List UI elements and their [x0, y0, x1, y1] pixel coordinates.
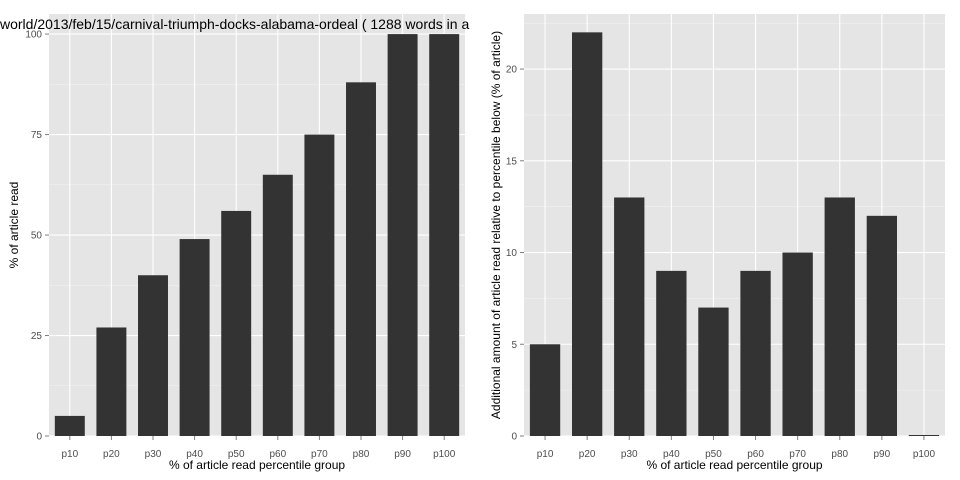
- y-tick-label: 15: [506, 156, 518, 167]
- bar-p30: [138, 275, 168, 436]
- bar-p60: [262, 174, 293, 436]
- x-tick-label: p30: [621, 449, 638, 460]
- bar-p70: [304, 134, 335, 437]
- bar-p10: [529, 344, 561, 436]
- bar-p20: [96, 327, 127, 436]
- x-tick-label: p90: [874, 449, 891, 460]
- x-tick-label: p40: [663, 449, 680, 460]
- x-tick-label: p100: [433, 449, 456, 460]
- bar-p100: [429, 34, 460, 436]
- bar-p90: [387, 34, 418, 436]
- x-tick-label: p80: [831, 449, 848, 460]
- y-tick-label: 100: [25, 30, 42, 41]
- bar-p60: [740, 270, 771, 436]
- x-axis-title: % of article read percentile group: [169, 458, 345, 472]
- bar-p50: [221, 210, 252, 436]
- bar-p100: [908, 435, 940, 436]
- x-tick-label: p50: [705, 449, 722, 460]
- x-tick-label: p80: [353, 449, 370, 460]
- title-clip-mask: [484, 14, 490, 38]
- y-tick-label: 0: [36, 432, 42, 443]
- chart-1: 0 25 50 75 100 p10 p20 p30 p40 p50 p60 p70 p80 p90 p10…: [0, 14, 469, 472]
- bar-p90: [866, 215, 898, 436]
- y-tick-label: 5: [511, 340, 517, 351]
- x-tick-label: p90: [394, 449, 411, 460]
- x-tick-label: p40: [186, 449, 203, 460]
- bar-p70: [782, 252, 813, 436]
- x-tick-label: p70: [311, 449, 328, 460]
- y-tick-label: 75: [31, 130, 43, 141]
- x-tick-label: p10: [537, 449, 554, 460]
- bar-p40: [656, 270, 687, 436]
- y-tick-label: 25: [31, 331, 43, 342]
- x-tick-label: p70: [789, 449, 806, 460]
- bar-p80: [346, 82, 376, 437]
- y-axis-title: Additional amount of article read relati…: [489, 31, 503, 419]
- y-tick-label: 10: [506, 248, 518, 259]
- x-tick-label: p50: [228, 449, 245, 460]
- y-axis-title: % of article read: [7, 182, 21, 269]
- y-tick-label: 20: [506, 65, 518, 76]
- bar-p10: [54, 415, 85, 436]
- x-axis-title: % of article read percentile group: [646, 458, 822, 472]
- bar-p80: [824, 197, 855, 436]
- bar-p20: [571, 32, 603, 436]
- x-tick-label: p10: [61, 449, 78, 460]
- y-tick-label: 50: [31, 231, 43, 242]
- chart-2: 0 5 10 15 20 p10 p20 p30 p40 p50 p60 p70 p80 p90 p100%…: [489, 14, 945, 472]
- x-tick-label: p100: [913, 449, 936, 460]
- y-tick-label: 0: [511, 432, 517, 443]
- x-tick-label: p20: [103, 449, 120, 460]
- bar-p50: [698, 307, 729, 436]
- chart-title: world/2013/feb/15/carnival-triumph-docks…: [0, 16, 469, 32]
- bar-p40: [179, 239, 210, 436]
- bar-p30: [614, 197, 645, 436]
- x-tick-label: p30: [145, 449, 162, 460]
- x-tick-label: p20: [579, 449, 596, 460]
- x-tick-label: p60: [747, 449, 764, 460]
- x-tick-label: p60: [269, 449, 286, 460]
